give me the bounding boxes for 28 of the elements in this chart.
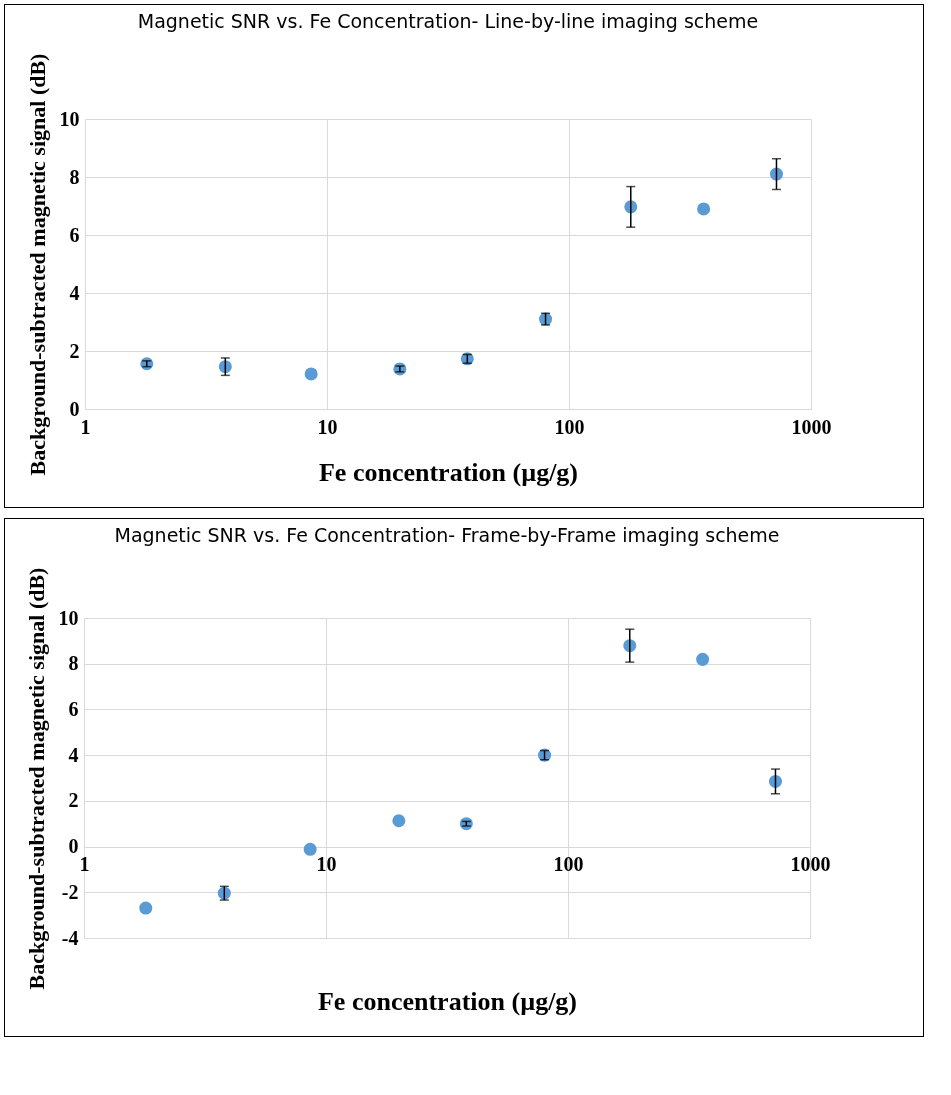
y-tick-label: 8 (69, 165, 80, 188)
x-tick-label: 1000 (790, 853, 831, 876)
y-tick-label: 10 (59, 107, 80, 130)
y-tick-label: 4 (69, 281, 80, 304)
chart-title: Magnetic SNR vs. Fe Concentration- Line-by-line imaging scheme (137, 10, 759, 33)
y-tick-label: 2 (69, 339, 80, 362)
y-axis-title: Background-subtracted magnetic signal (dB) (23, 567, 49, 990)
x-tick-label: 1 (79, 853, 90, 876)
y-tick-label: -2 (61, 880, 79, 903)
y-tick-label: 2 (68, 789, 79, 812)
y-tick-label: 4 (68, 743, 79, 766)
y-tick-label: 0 (69, 397, 80, 420)
y-tick-label: 6 (69, 223, 80, 246)
x-tick-label: 10 (317, 415, 338, 438)
x-tick-label: 1000 (791, 415, 832, 438)
chart-title: Magnetic SNR vs. Fe Concentration- Frame-by-Frame imaging scheme (114, 524, 780, 547)
y-tick-label: 6 (68, 697, 79, 720)
y-tick-label: 0 (68, 835, 79, 858)
y-tick-label: 10 (58, 606, 79, 629)
x-tick-label: 100 (553, 853, 584, 876)
x-tick-label: 1 (80, 415, 91, 438)
x-tick-label: 10 (316, 853, 337, 876)
y-tick-label: 8 (68, 652, 79, 675)
x-axis-title: Fe concentration (µg/g) (318, 457, 579, 487)
x-tick-label: 100 (554, 415, 585, 438)
x-axis-title: Fe concentration (µg/g) (317, 986, 578, 1016)
y-tick-label: -4 (61, 926, 79, 949)
y-axis-title: Background-subtracted magnetic signal (dB) (24, 53, 50, 476)
